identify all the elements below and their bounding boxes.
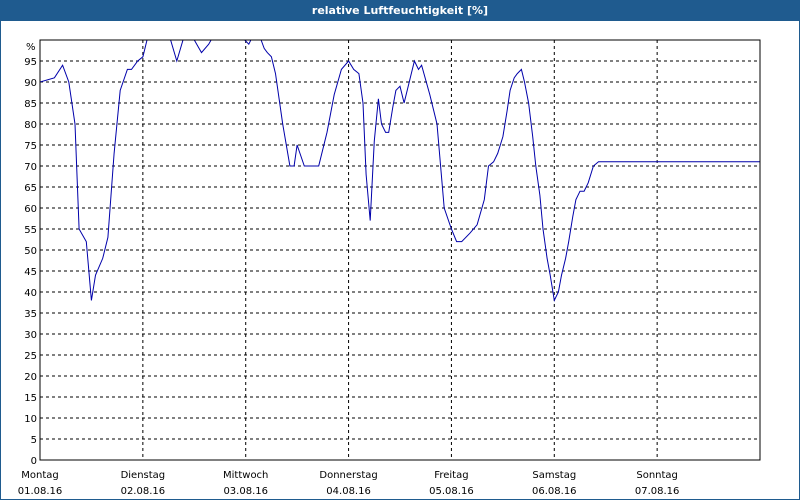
x-tick-date: 07.08.16 [635,486,680,497]
series-line-humidity [40,40,760,303]
x-tick-date: 06.08.16 [532,486,577,497]
x-tick-date: 03.08.16 [223,486,268,497]
y-tick-label: 40 [24,288,37,299]
y-tick-label: 75 [24,141,37,152]
y-tick-label: 45 [24,267,37,278]
y-tick-label: 90 [24,78,37,89]
y-tick-label: 65 [24,183,37,194]
x-tick-weekday: Dienstag [121,470,166,481]
x-tick-date: 01.08.16 [18,486,63,497]
y-tick-label: 10 [24,414,37,425]
y-tick-label: 25 [24,351,37,362]
x-tick-weekday: Samstag [532,470,576,481]
y-tick-label: 95 [24,57,37,68]
y-tick-label: 35 [24,309,37,320]
y-axis-unit-label: % [26,42,36,53]
y-tick-label: 55 [24,225,37,236]
x-axis-labels: Montag 01.08.16 Dienstag 02.08.16 Mittwoch 03… [18,470,680,497]
y-tick-label: 85 [24,99,37,110]
y-tick-label: 5 [31,435,37,446]
x-tick-date: 05.08.16 [429,486,474,497]
y-tick-label: 70 [24,162,37,173]
y-tick-label: 80 [24,120,37,131]
x-tick-date: 02.08.16 [121,486,166,497]
x-tick-date: 04.08.16 [326,486,371,497]
x-tick-weekday: Montag [21,470,58,481]
y-tick-label: 20 [24,372,37,383]
x-tick-weekday: Sonntag [636,470,678,481]
y-tick-label: 15 [24,393,37,404]
x-tick-weekday: Mittwoch [223,470,268,481]
series [40,40,760,303]
y-tick-label: 60 [24,204,37,215]
x-tick-weekday: Donnerstag [319,470,377,481]
plot-area-border [39,39,761,461]
y-axis-labels: 0 5 10 15 20 25 30 35 40 45 50 55 60 65 70 75 80 85 90 95 [24,57,37,467]
grid [40,40,760,460]
y-tick-label: 50 [24,246,37,257]
x-tick-weekday: Freitag [434,470,468,481]
y-tick-label: 0 [31,456,37,467]
chart-title: relative Luftfeuchtigkeit [%] [1,1,799,21]
y-tick-label: 30 [24,330,37,341]
